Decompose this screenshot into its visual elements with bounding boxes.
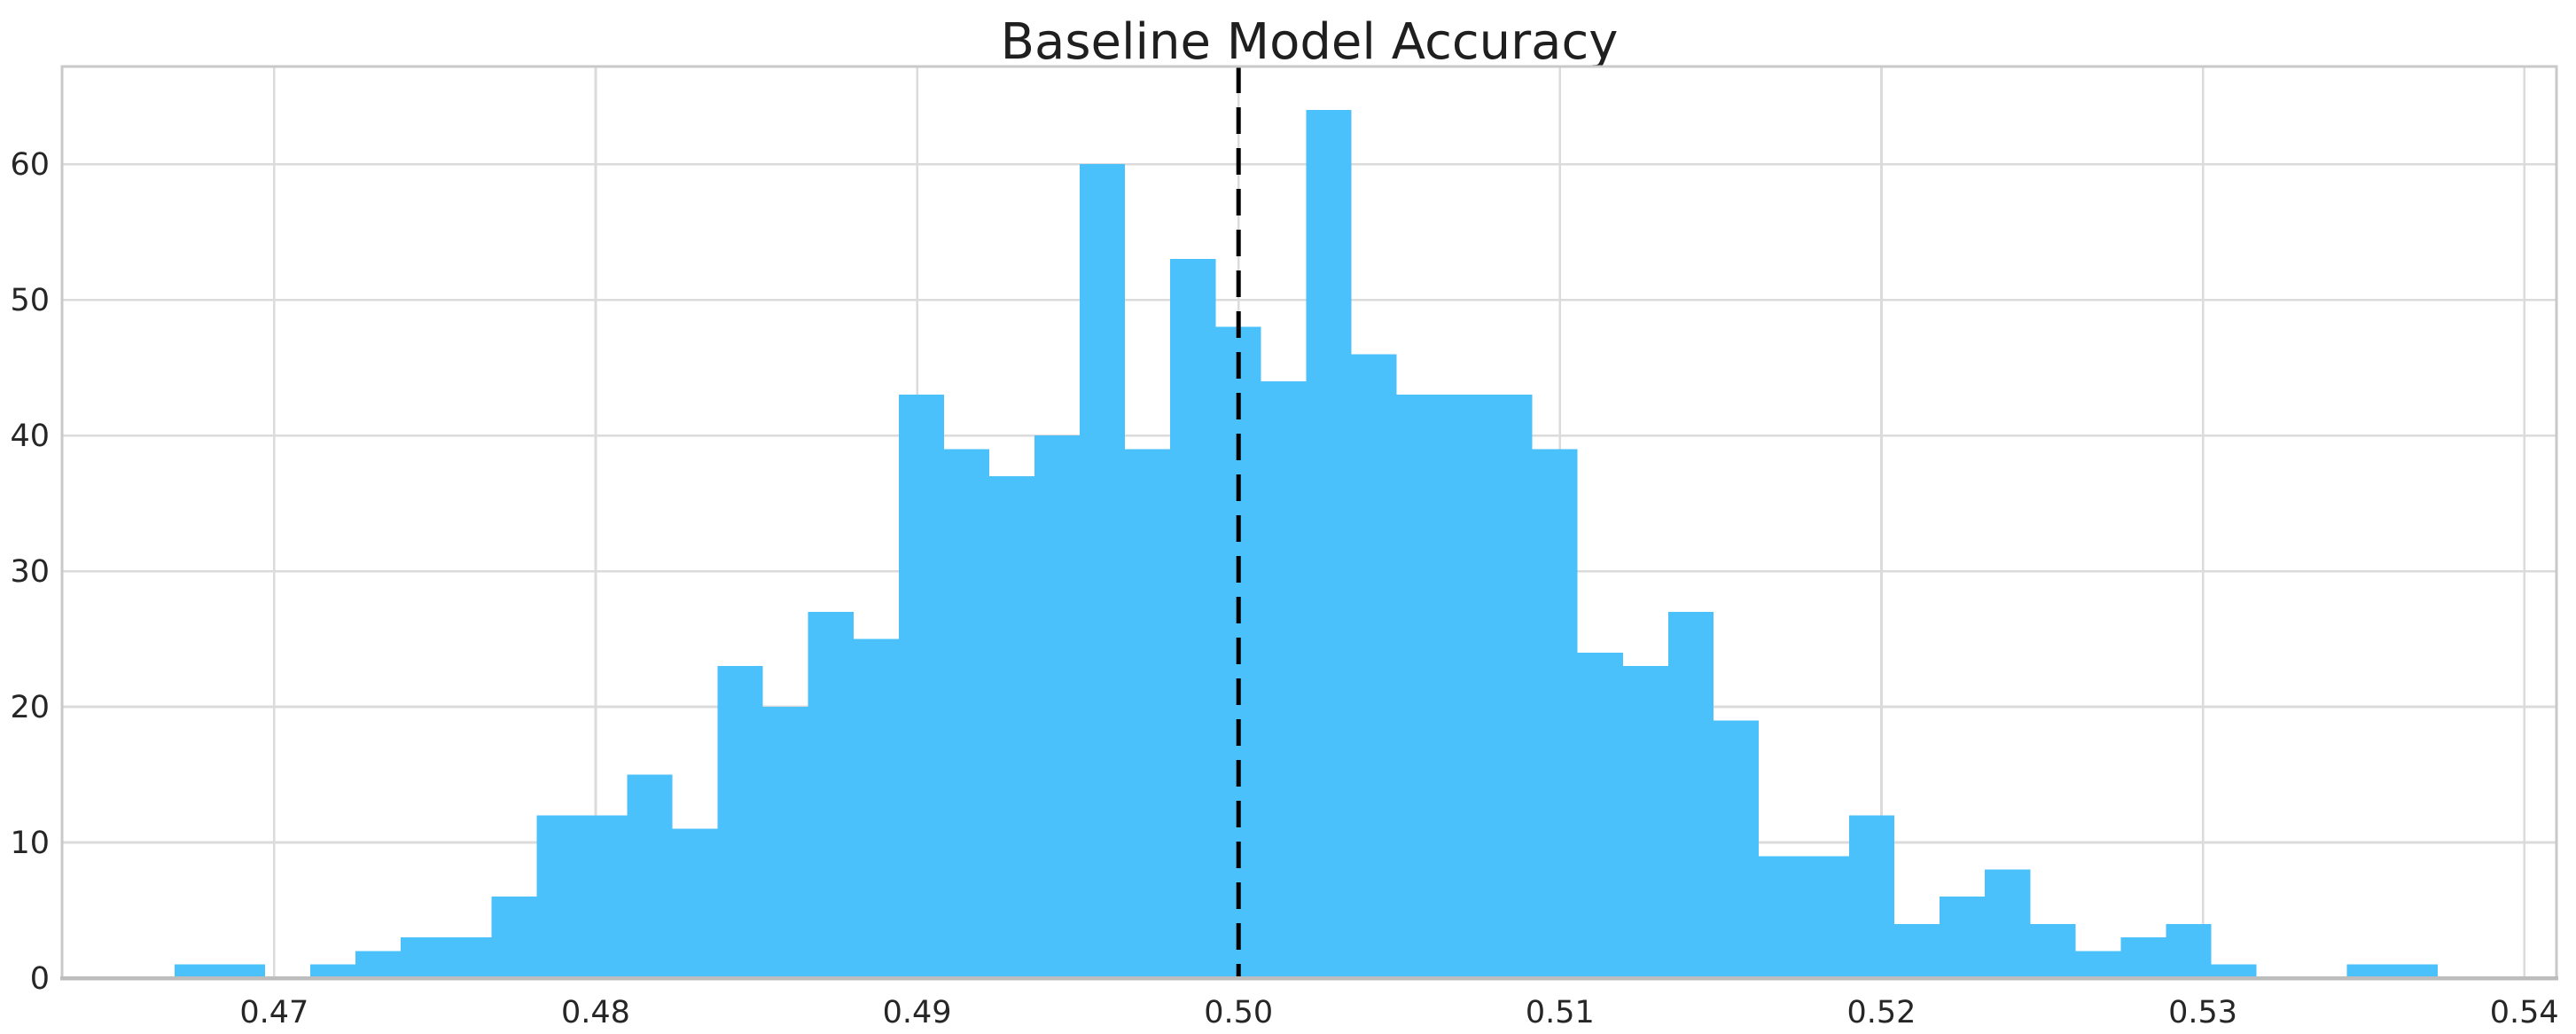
x-tick-label: 0.49 — [883, 995, 952, 1030]
histogram-bar — [1441, 395, 1487, 978]
histogram-bar — [1758, 856, 1805, 978]
histogram-bar — [491, 897, 537, 978]
histogram-bar — [2030, 923, 2076, 978]
histogram-bar — [1713, 720, 1759, 978]
spines-group — [60, 65, 2558, 981]
y-tick-label: 10 — [10, 826, 50, 861]
histogram-bar — [808, 611, 854, 978]
histogram-bar — [2120, 937, 2166, 978]
histogram-bar — [1577, 652, 1623, 978]
histogram-bar — [853, 638, 899, 978]
y-tick-label: 60 — [10, 147, 50, 183]
x-tick-label: 0.47 — [239, 995, 308, 1030]
histogram-bar — [1170, 259, 1216, 978]
histogram-bar — [1080, 164, 1126, 979]
y-tick-label: 20 — [10, 690, 50, 725]
plot-area: 0.47 0.48 0.49 0.50 0.51 0.52 0.53 0.54 0 10 20 30 4… — [10, 65, 2559, 1030]
histogram-bar — [717, 666, 763, 978]
histogram-bar — [943, 449, 989, 979]
histogram-bar — [2211, 964, 2257, 978]
x-tick-labels-group: 0.47 0.48 0.49 0.50 0.51 0.52 0.53 0.54 — [239, 995, 2558, 1030]
histogram-bar — [1125, 449, 1171, 979]
histogram-bar — [2392, 964, 2438, 978]
histogram-bar — [762, 707, 808, 978]
histogram-bar — [401, 937, 447, 978]
y-tick-label: 30 — [10, 554, 50, 590]
histogram-bar — [2166, 923, 2212, 978]
histogram-bar — [219, 964, 266, 978]
bars-group — [174, 109, 2438, 979]
histogram-bar — [898, 395, 944, 978]
histogram-bar — [1985, 869, 2031, 978]
histogram-bar — [1261, 380, 1307, 978]
y-tick-label: 40 — [10, 419, 50, 454]
y-tick-labels-group: 0 10 20 30 40 50 60 — [10, 147, 50, 997]
x-tick-label: 0.53 — [2168, 995, 2237, 1030]
histogram-bar — [2075, 951, 2121, 978]
histogram-bar — [1351, 354, 1397, 978]
y-tick-label: 0 — [30, 961, 50, 997]
histogram-bar — [1396, 395, 1442, 978]
histogram-bar — [1849, 815, 1895, 978]
histogram-bar — [582, 815, 628, 978]
histogram-bar — [1306, 109, 1352, 978]
histogram-bar — [988, 475, 1035, 978]
histogram-bar — [355, 951, 402, 978]
histogram-bar — [1894, 923, 1940, 978]
histogram-bar — [446, 937, 492, 978]
x-tick-label: 0.50 — [1204, 995, 1273, 1030]
y-tick-label: 50 — [10, 283, 50, 318]
histogram-bar — [1034, 435, 1081, 979]
histogram-bar — [174, 964, 220, 978]
histogram-bar — [672, 828, 718, 978]
x-tick-label: 0.51 — [1526, 995, 1595, 1030]
chart-title: Baseline Model Accuracy — [1001, 13, 1619, 71]
histogram-bar — [536, 815, 582, 978]
histogram-bar — [310, 964, 356, 978]
histogram-bar — [2346, 964, 2393, 978]
histogram-bar — [1487, 395, 1533, 978]
x-tick-label: 0.52 — [1847, 995, 1916, 1030]
histogram-bar — [1940, 897, 1986, 978]
histogram-bar — [1667, 611, 1713, 978]
histogram-bar — [1804, 856, 1850, 978]
histogram-bar — [627, 774, 673, 978]
histogram-bar — [1532, 449, 1578, 979]
x-tick-label: 0.54 — [2490, 995, 2559, 1030]
histogram-bar — [1622, 666, 1668, 978]
x-tick-label: 0.48 — [561, 995, 630, 1030]
